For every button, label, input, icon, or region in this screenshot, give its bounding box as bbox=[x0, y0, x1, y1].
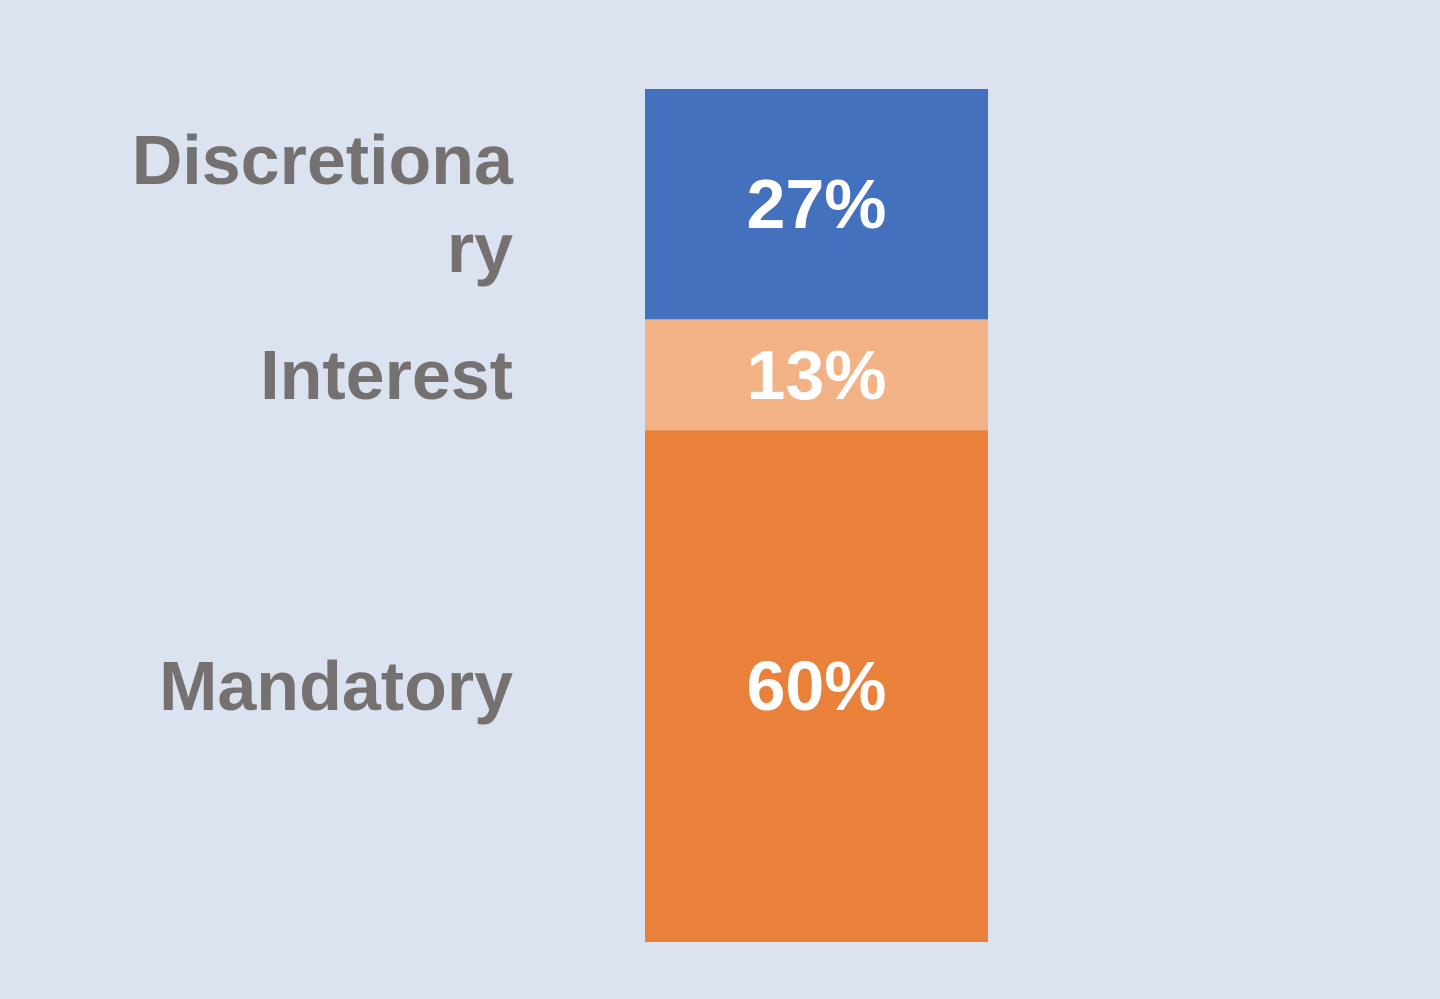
data-label-discretionary: 27% bbox=[746, 165, 886, 243]
bars-layer bbox=[645, 89, 988, 942]
category-label-line: Interest bbox=[260, 336, 513, 414]
category-label-line: Discretiona bbox=[132, 121, 514, 199]
category-label-line: Mandatory bbox=[159, 647, 513, 725]
category-label-interest: Interest bbox=[260, 336, 513, 414]
category-labels-layer: Mandatory Interest Discretiona ry bbox=[132, 121, 514, 725]
bar-segment-interest bbox=[645, 319, 988, 431]
category-label-line: ry bbox=[447, 209, 513, 287]
data-label-interest: 13% bbox=[746, 336, 886, 414]
bar-segment-mandatory bbox=[645, 430, 988, 942]
data-label-mandatory: 60% bbox=[746, 647, 886, 725]
value-labels-layer: 60% 13% 27% bbox=[746, 165, 886, 725]
bar-segment-discretionary bbox=[645, 89, 988, 320]
category-label-mandatory: Mandatory bbox=[159, 647, 513, 725]
category-label-discretionary: Discretiona ry bbox=[132, 121, 514, 287]
